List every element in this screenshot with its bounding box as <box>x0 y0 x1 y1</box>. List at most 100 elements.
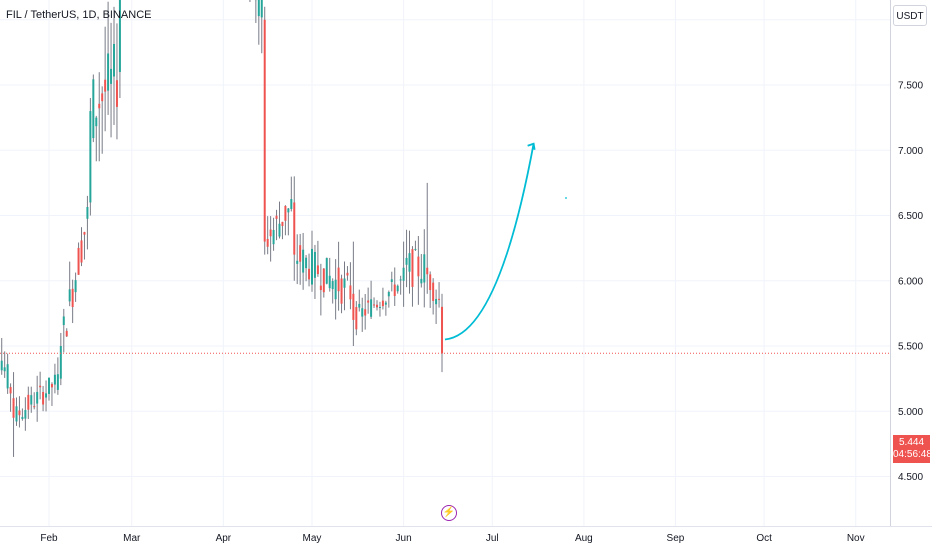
candle-body <box>281 221 284 227</box>
candle-body <box>364 309 367 316</box>
time-tick-label: Nov <box>847 533 865 544</box>
candle-body <box>417 256 420 277</box>
candle-body <box>284 205 287 221</box>
candle-body <box>275 215 278 219</box>
trend-arrow-drawing <box>444 142 567 341</box>
candle-body <box>50 383 53 388</box>
time-tick-label: May <box>303 533 322 544</box>
candle-body <box>411 249 414 287</box>
time-axis-labels: Feb Mar Apr May Jun Jul Aug Sep Oct Nov <box>40 533 864 544</box>
candle-body <box>423 254 426 283</box>
candle-body <box>62 316 65 326</box>
time-tick-label: Apr <box>216 533 232 544</box>
candle-body <box>83 232 86 235</box>
trend-arrow-head <box>527 142 536 150</box>
candle-body <box>71 288 74 307</box>
candle-body <box>387 292 390 297</box>
candle-body <box>0 360 3 371</box>
candle-body <box>80 240 83 263</box>
currency-button[interactable]: USDT <box>893 5 927 26</box>
candle-body <box>39 385 42 388</box>
candle-body <box>340 278 343 304</box>
candle-body <box>48 377 50 394</box>
symbol-title[interactable]: FIL / TetherUS, 1D, BINANCE <box>6 9 152 21</box>
candle-body <box>77 247 80 275</box>
candle-body <box>405 257 408 265</box>
drawing-dot <box>565 197 567 199</box>
candle-body <box>316 265 319 275</box>
candle-body <box>370 299 373 317</box>
candle-body <box>302 249 305 273</box>
time-tick-label: Sep <box>667 533 685 544</box>
candle-body <box>9 387 12 394</box>
candle-body <box>402 267 405 281</box>
candle-body <box>393 284 396 296</box>
candle-body <box>21 416 24 419</box>
candle-body <box>390 279 393 282</box>
last-price-badge: 5.444 04:56:48 <box>893 435 932 463</box>
candle-body <box>269 229 272 237</box>
candle-body <box>441 306 444 354</box>
candle-body <box>343 278 346 288</box>
candle-body <box>12 398 15 418</box>
candle-body <box>376 304 379 308</box>
candle-body <box>319 285 322 291</box>
candle-body <box>328 275 331 289</box>
time-tick-label: Mar <box>123 533 141 544</box>
candle-body <box>30 395 33 405</box>
candle-body <box>438 298 441 300</box>
candle-body <box>98 103 101 109</box>
candle-body <box>293 202 296 255</box>
candle-body <box>296 260 299 264</box>
candle-body <box>3 367 6 372</box>
candle-body <box>399 279 402 281</box>
time-tick-label: Jul <box>486 533 499 544</box>
candle-body <box>361 308 364 317</box>
candle-body <box>266 238 269 247</box>
candle-body <box>45 393 48 398</box>
candle-body <box>367 300 370 303</box>
candle-body <box>337 267 340 292</box>
candle-body <box>27 394 30 410</box>
candle-body <box>429 274 432 291</box>
price-scale-border <box>890 0 891 526</box>
candle-body <box>118 0 121 72</box>
candle-body <box>6 364 9 389</box>
time-tick-label: Jun <box>396 533 412 544</box>
candle-body <box>373 304 376 306</box>
candle-body <box>355 307 358 330</box>
candle-body <box>349 285 352 300</box>
candle-body <box>287 208 290 213</box>
candle-body <box>33 406 36 408</box>
candle-body <box>68 289 71 302</box>
lightning-icon[interactable]: ⚡ <box>441 505 457 521</box>
candle-body <box>18 410 21 416</box>
price-tick-label: 6.500 <box>898 211 923 222</box>
candle-body <box>310 248 313 285</box>
time-tick-label: Aug <box>575 533 593 544</box>
price-tick-label: 5.000 <box>898 407 923 418</box>
candle-body <box>263 19 266 242</box>
candle-body <box>358 303 361 308</box>
candle-body <box>290 199 293 209</box>
candle-body <box>396 285 399 292</box>
candle-body <box>113 43 116 77</box>
price-tick-label: 4.500 <box>898 472 923 483</box>
candle-body <box>42 392 45 405</box>
candlestick-series <box>0 0 444 457</box>
candle-body <box>104 79 107 92</box>
candle-body <box>36 391 39 404</box>
last-price-value: 5.444 <box>898 437 925 448</box>
candle-body <box>408 253 411 272</box>
candle-body <box>308 268 311 280</box>
time-tick-label: Feb <box>40 533 58 544</box>
price-tick-label: 5.500 <box>898 342 923 353</box>
candle-body <box>432 282 435 301</box>
candle-body <box>260 0 263 18</box>
price-tick-label: 7.500 <box>898 81 923 92</box>
candle-body <box>89 111 92 203</box>
candle-body <box>352 293 355 320</box>
candle-body <box>110 68 113 84</box>
candle-body <box>384 302 387 305</box>
